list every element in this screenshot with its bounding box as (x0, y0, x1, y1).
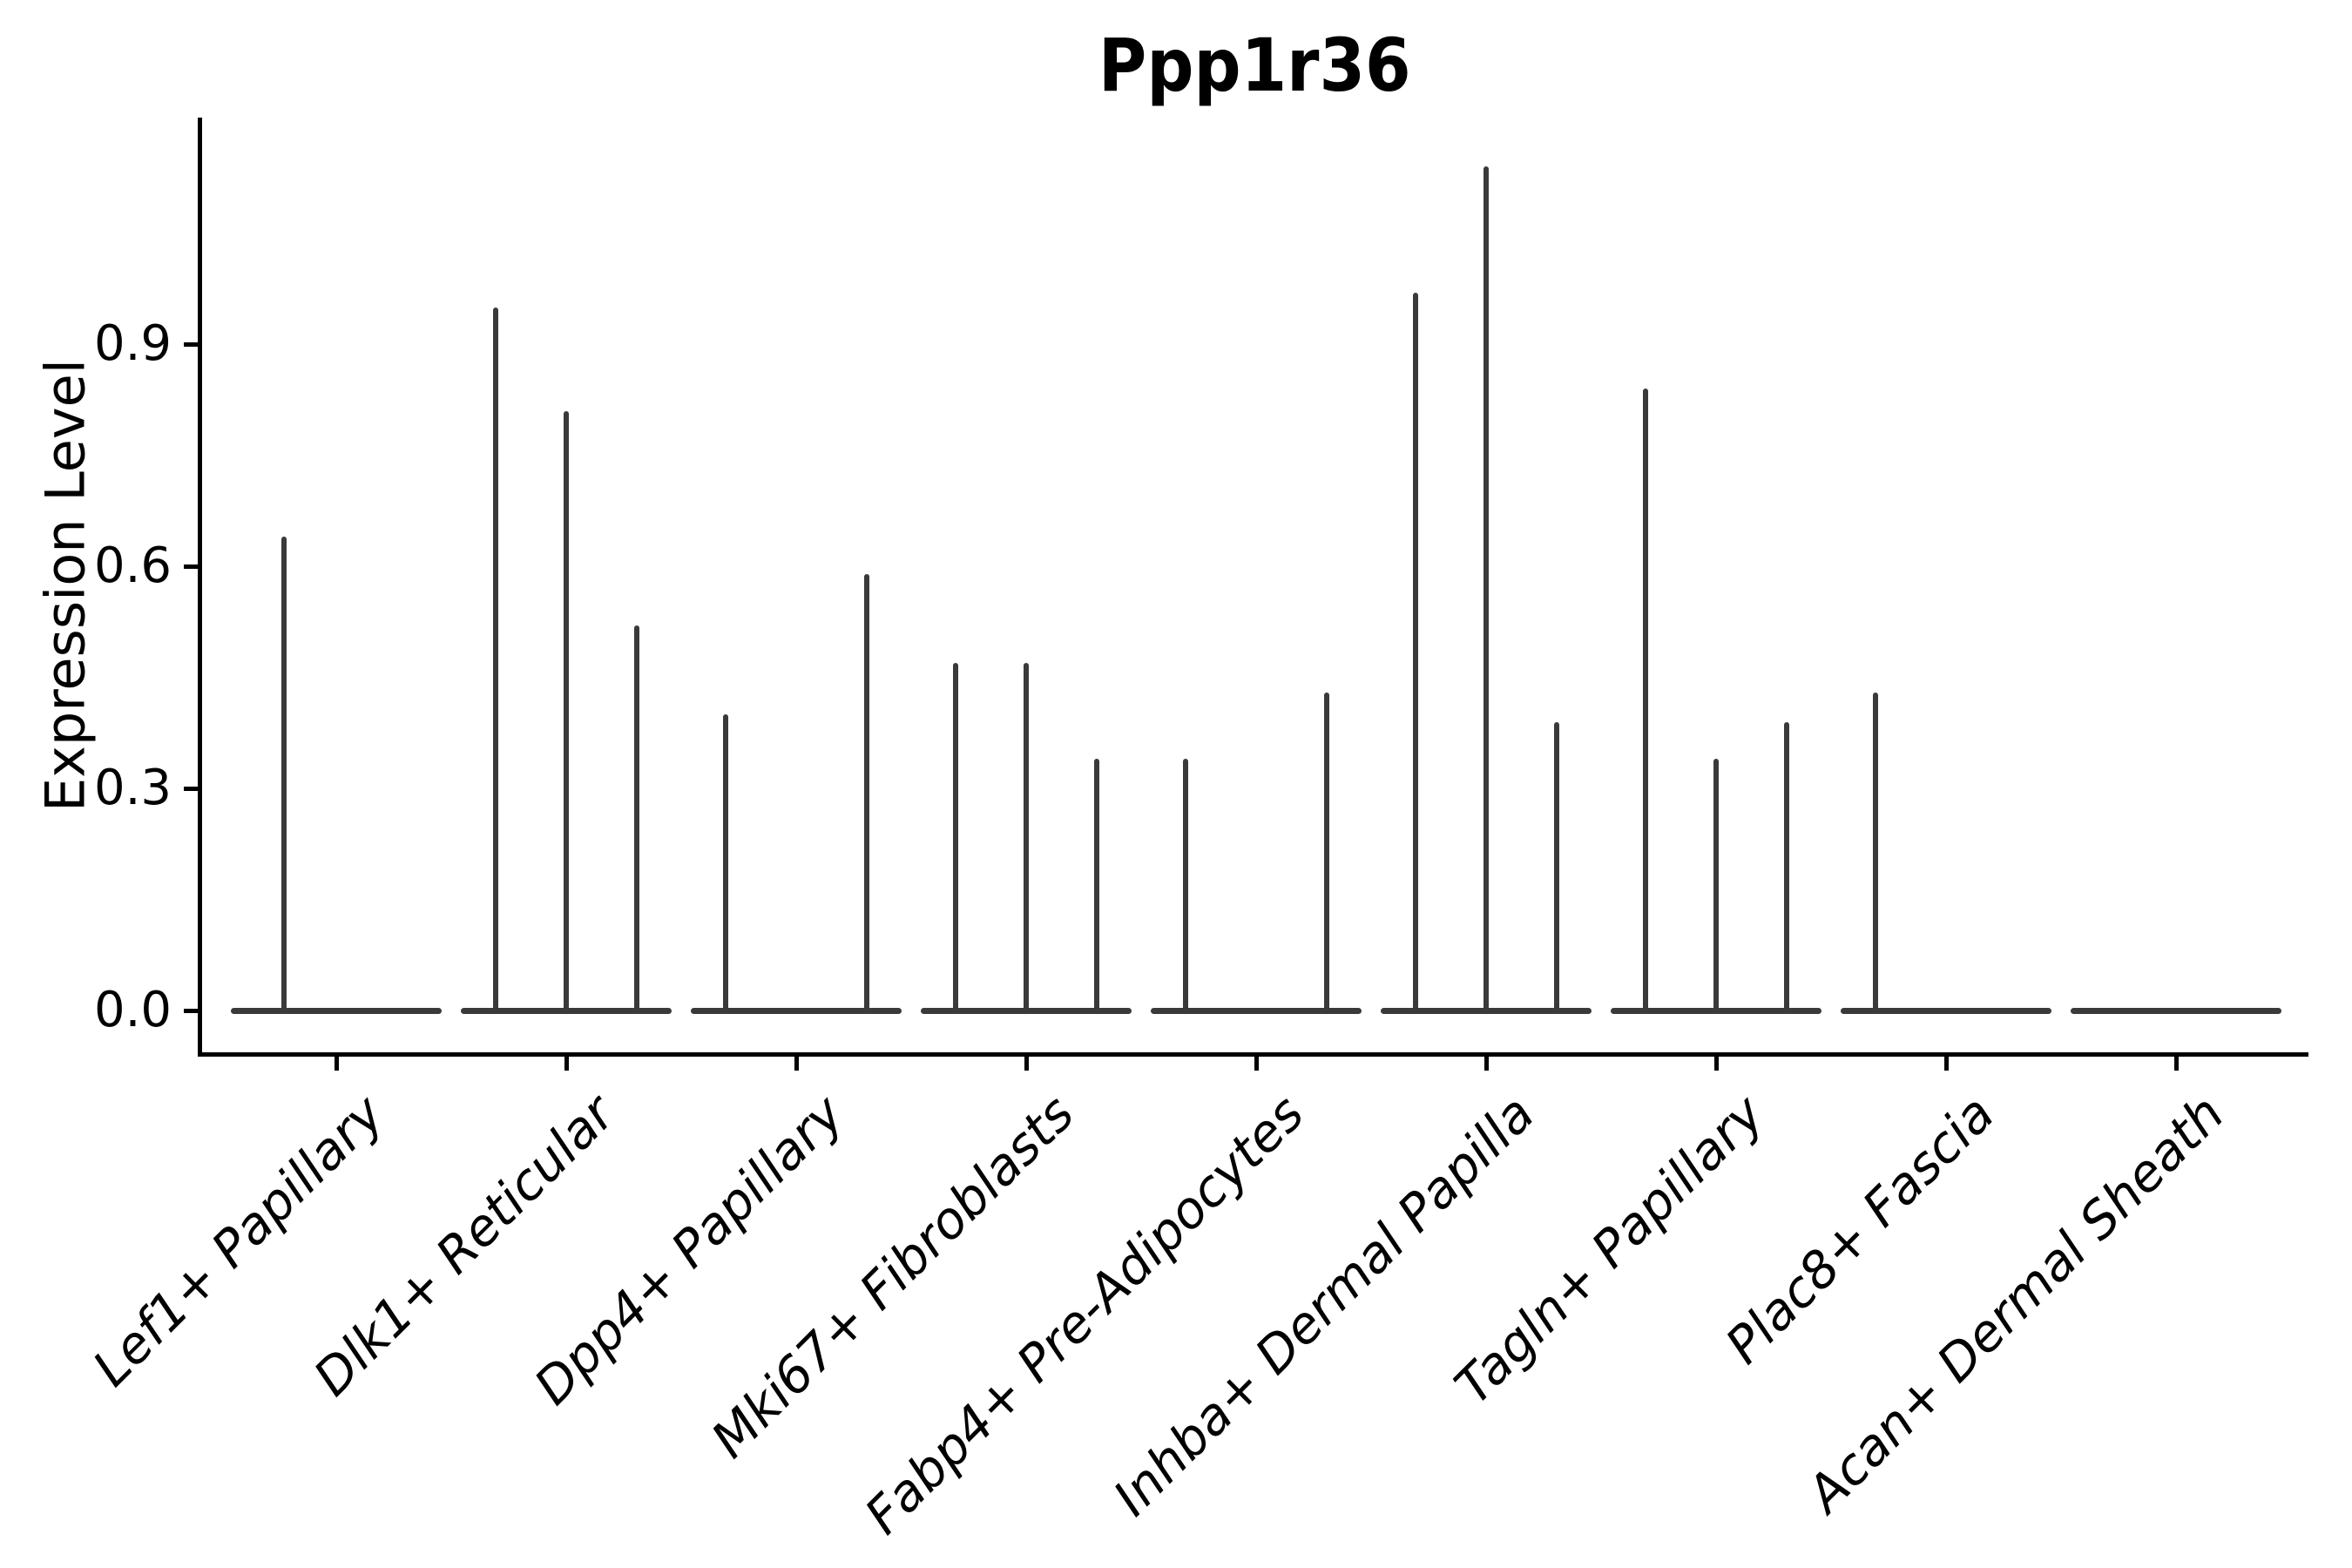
violin-spike (1873, 692, 1879, 1013)
x-axis-tick (794, 1057, 799, 1071)
x-axis-tick-label: Inhba+ Dermal Papilla (1101, 1084, 1546, 1528)
violin-baseline (691, 1008, 902, 1014)
chart-title: Ppp1r36 (200, 23, 2308, 108)
violin-spike (1024, 662, 1029, 1013)
x-axis-tick (1024, 1057, 1029, 1071)
y-axis-tick (184, 786, 198, 791)
violin-spike (1783, 721, 1789, 1013)
y-axis-spine (198, 118, 202, 1057)
violin-baseline (1841, 1008, 2051, 1014)
x-axis-tick (1484, 1057, 1489, 1071)
violin-spike (1183, 759, 1189, 1013)
violin-spike (493, 307, 499, 1013)
violin-spike (863, 573, 869, 1013)
violin-spike (1553, 721, 1559, 1013)
violin-spike (280, 537, 287, 1013)
y-axis-tick-label: 0.0 (93, 982, 172, 1038)
x-axis-tick (2173, 1057, 2179, 1071)
violin-baseline (2071, 1008, 2281, 1014)
x-axis-tick-label: Fabp4+ Pre-Adipocytes (853, 1084, 1316, 1546)
violin-spike (953, 662, 959, 1013)
x-axis-tick (1254, 1057, 1259, 1071)
chart-title-text: Ppp1r36 (1098, 23, 1411, 108)
y-axis-tick (184, 341, 198, 347)
y-axis-tick-label: 0.6 (93, 537, 172, 594)
x-axis-tick (1713, 1057, 1719, 1071)
x-axis-tick (564, 1057, 569, 1071)
violin-spike (564, 410, 569, 1013)
y-axis-label: Expression Level (33, 359, 98, 812)
violin-spike (1643, 389, 1649, 1013)
violin-spike (723, 714, 729, 1013)
x-axis-spine (198, 1052, 2308, 1057)
violin-spike (1323, 692, 1329, 1013)
violin-baseline (1151, 1008, 1362, 1014)
y-axis-tick-label: 0.9 (93, 315, 172, 372)
violin-spike (633, 625, 639, 1013)
x-axis-tick-label: Acan+ Dermal Sheath (1795, 1084, 2236, 1524)
x-axis-tick (1943, 1057, 1949, 1071)
violin-spike (1093, 759, 1099, 1013)
violin-spike (1413, 292, 1419, 1013)
violin-spike (1484, 166, 1489, 1013)
violin-baseline (231, 1008, 442, 1014)
y-axis-tick (184, 1008, 198, 1013)
y-axis-tick (184, 564, 198, 569)
y-axis-tick-label: 0.3 (93, 760, 172, 816)
x-axis-tick (334, 1057, 339, 1071)
violin-spike (1713, 759, 1719, 1013)
